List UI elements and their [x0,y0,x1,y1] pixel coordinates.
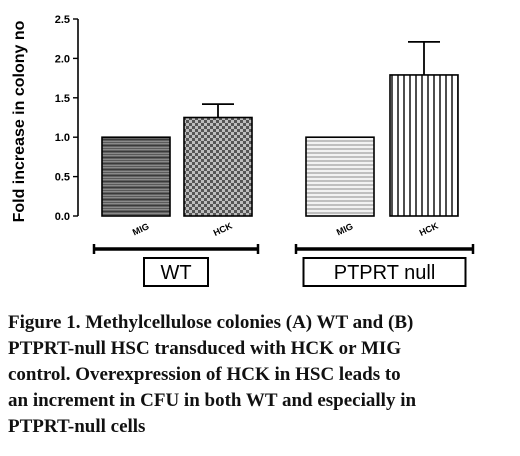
y-tick-label: 0.5 [55,172,70,184]
bar-chart: 0.0 0.5 1.0 1.5 2.0 2.5 Fold increase in colon… [11,14,475,287]
x-tick-label: MIG [335,221,355,237]
caption-line: an increment in CFU in both WT and espec… [8,390,417,411]
caption-line: PTPRT-null cells [8,416,146,437]
x-tick-label: MIG [131,221,151,237]
caption-line: Figure 1. Methylcellulose colonies (A) W… [8,312,414,333]
group-label-box [302,257,467,287]
caption-line: control. Overexpression of HCK in HSC le… [8,364,401,385]
bar [389,74,459,217]
bar [305,136,375,217]
group-label: PTPRT null [334,262,436,284]
y-tick-label: 0.0 [55,211,70,223]
y-tick-label: 1.5 [55,93,70,105]
caption-line: PTPRT-null HSC transduced with HCK or MI… [8,338,402,359]
x-tick-label: HCK [418,220,440,238]
y-tick-label: 2.0 [55,53,70,65]
bar [183,116,253,217]
y-tick-label: 2.5 [55,14,70,26]
group-label: WT [160,262,191,284]
figure-caption: Figure 1. Methylcellulose colonies (A) W… [8,310,514,440]
y-axis-label: Fold increase in colony no [11,20,28,222]
bar [101,136,171,217]
x-tick-label: HCK [212,220,234,238]
y-tick-label: 1.0 [55,132,70,144]
group-label-box [143,257,209,287]
